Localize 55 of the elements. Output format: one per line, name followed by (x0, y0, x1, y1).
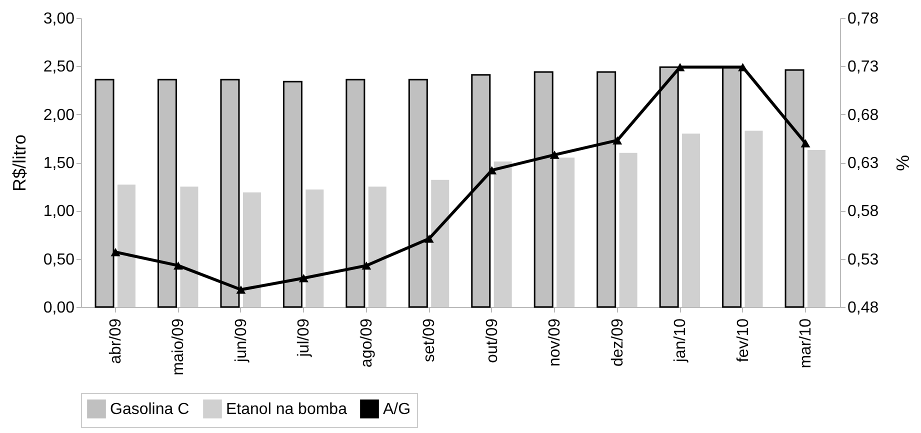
bar (306, 189, 324, 307)
y2-tick-label: 0,68 (848, 106, 879, 124)
x-tick-label: mar/10 (798, 318, 814, 368)
point (675, 63, 685, 72)
bar (744, 130, 763, 307)
x-tick-label: nov/09 (546, 318, 564, 367)
point (362, 261, 372, 270)
y-tick-label: 1,00 (43, 203, 75, 220)
x-tick-label: fev/10 (734, 318, 752, 362)
legend-label: Gasolina C (110, 400, 190, 418)
x-tick-label: set/09 (421, 318, 438, 362)
bar (117, 184, 136, 307)
bar (807, 150, 826, 307)
x-tick-label: out/09 (484, 318, 501, 363)
x-tick-label: jun/09 (232, 318, 250, 364)
point (738, 63, 748, 72)
y2-tick-label: 0,63 (848, 155, 879, 172)
bar (368, 186, 386, 307)
point (110, 248, 120, 256)
bar (619, 152, 638, 307)
x-tick-label: ago/09 (358, 318, 376, 368)
y-tick-label: 0,00 (43, 300, 75, 316)
point (424, 234, 434, 243)
legend-label: Etanol na bomba (226, 400, 348, 418)
y2-tick-label: 0,78 (848, 10, 879, 28)
point (612, 136, 622, 144)
x-tick-label: maio/09 (170, 318, 188, 376)
bar (431, 180, 450, 307)
y2-tick-label: 0,53 (848, 251, 879, 268)
bar (494, 162, 512, 307)
y-tick-label: 2,50 (43, 58, 75, 76)
y-axis-title: R$/litro (9, 134, 30, 192)
x-tick-label: jul/09 (296, 318, 313, 358)
point (173, 261, 183, 270)
x-tick-label: jan/10 (672, 318, 690, 364)
bar (242, 192, 261, 307)
y2-tick-label: 0,48 (848, 300, 879, 316)
point (800, 139, 810, 148)
bar (180, 186, 198, 307)
y2-axis-title: % (892, 154, 913, 172)
point (298, 274, 308, 282)
y2-tick-label: 0,73 (848, 58, 879, 76)
point (550, 150, 560, 159)
point (487, 166, 497, 174)
y2-tick-label: 0,58 (848, 203, 879, 220)
legend-label: A/G (383, 400, 411, 418)
y-tick-label: 2,00 (43, 106, 75, 124)
bar (556, 158, 575, 307)
y-tick-label: 0,50 (43, 251, 75, 268)
x-tick-label: abr/09 (108, 318, 124, 364)
y-tick-label: 3,00 (43, 10, 75, 28)
y-tick-label: 1,50 (43, 155, 75, 172)
x-tick-label: dez/09 (609, 318, 626, 367)
point (236, 286, 246, 294)
bar (682, 134, 700, 307)
